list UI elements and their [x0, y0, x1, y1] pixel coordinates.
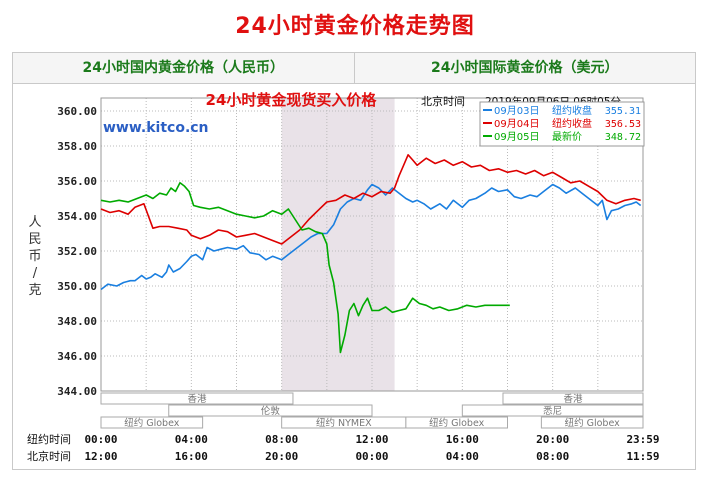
tab-domestic-price[interactable]: 24小时国内黄金价格（人民币）	[82, 60, 284, 76]
market-session-label: 伦敦	[261, 405, 281, 417]
kitco-watermark: www.kitco.cn	[103, 120, 209, 136]
x-tick-label: 00:00	[84, 433, 117, 446]
x-tick-label: 12:00	[84, 450, 117, 463]
y-tick-label: 348.00	[57, 315, 97, 328]
y-tick-label: 350.00	[57, 280, 97, 293]
x-tick-label: 04:00	[175, 433, 208, 446]
y-axis-label-char: /	[33, 266, 38, 281]
legend-series-name: 09月04日	[494, 118, 539, 130]
market-session-label: 纽约 NYMEX	[316, 417, 372, 429]
market-session-bar	[100, 392, 294, 405]
y-axis-label-char: 民	[28, 232, 41, 247]
y-axis-label-char: 人	[28, 215, 41, 230]
market-session-bar	[100, 416, 204, 429]
y-tick-label: 344.00	[57, 385, 97, 398]
market-session-bar	[405, 416, 508, 429]
legend-series-value: 348.72	[605, 132, 641, 143]
x-row-label: 北京时间	[27, 449, 71, 463]
x-tick-label: 23:59	[626, 433, 659, 446]
x-tick-label: 04:00	[446, 450, 479, 463]
y-tick-label: 358.00	[57, 140, 97, 153]
legend-series-name: 09月03日	[494, 105, 539, 117]
market-session-bar	[502, 392, 644, 405]
x-row-label: 纽约时间	[27, 432, 71, 446]
legend-series-type: 纽约收盘	[552, 117, 592, 130]
legend-series-value: 355.31	[605, 106, 641, 117]
legend-series-type: 最新价	[552, 130, 582, 143]
y-tick-label: 360.00	[57, 105, 97, 118]
plot-border	[100, 97, 644, 392]
x-tick-label: 16:00	[446, 433, 479, 446]
series-line-09月05日	[100, 182, 510, 354]
timestamp-label: 北京时间	[421, 94, 465, 108]
market-session-label: 香港	[563, 393, 583, 405]
legend-series-value: 356.53	[605, 119, 641, 130]
price-tabs: 24小时国内黄金价格（人民币） 24小时国际黄金价格（美元）	[12, 52, 696, 84]
series-line-09月04日	[100, 154, 641, 245]
chart-panel: 344.00 346.00 348.00 350.00 352.00 354.00 356.…	[12, 84, 696, 470]
legend-series-name: 09月05日	[494, 131, 539, 143]
legend-box	[479, 101, 645, 147]
y-axis-label-char: 克	[28, 283, 41, 298]
x-tick-label: 08:00	[265, 433, 298, 446]
gold-price-chart: 344.00 346.00 348.00 350.00 352.00 354.00 356.…	[27, 91, 660, 463]
tab-international-price[interactable]: 24小时国际黄金价格（美元）	[353, 53, 696, 83]
series-line-09月03日	[100, 183, 642, 291]
y-tick-label: 354.00	[57, 210, 97, 223]
x-tick-label: 16:00	[175, 450, 208, 463]
page-title: 24小时黄金价格走势图	[235, 14, 475, 39]
y-tick-label: 352.00	[57, 245, 97, 258]
market-session-label: 香港	[187, 393, 207, 405]
y-tick-label: 356.00	[57, 175, 97, 188]
market-session-label: 纽约 Globex	[429, 417, 485, 429]
x-tick-label: 00:00	[355, 450, 388, 463]
market-session-bar	[168, 404, 373, 417]
session-shade	[281, 98, 395, 391]
y-tick-label: 346.00	[57, 350, 97, 363]
market-session-label: 悉尼	[543, 405, 562, 417]
x-tick-label: 08:00	[536, 450, 569, 463]
x-tick-label: 20:00	[536, 433, 569, 446]
market-session-label: 纽约 Globex	[565, 417, 621, 429]
legend-series-type: 纽约收盘	[552, 104, 592, 117]
y-axis-label-char: 币	[28, 249, 41, 264]
market-session-label: 纽约 Globex	[124, 417, 180, 429]
x-tick-label: 12:00	[355, 433, 388, 446]
chart-title: 24小时黄金现货买入价格	[206, 91, 378, 109]
market-session-bar	[461, 404, 644, 417]
market-session-bar	[540, 416, 644, 429]
x-tick-label: 20:00	[265, 450, 298, 463]
x-tick-label: 11:59	[626, 450, 659, 463]
